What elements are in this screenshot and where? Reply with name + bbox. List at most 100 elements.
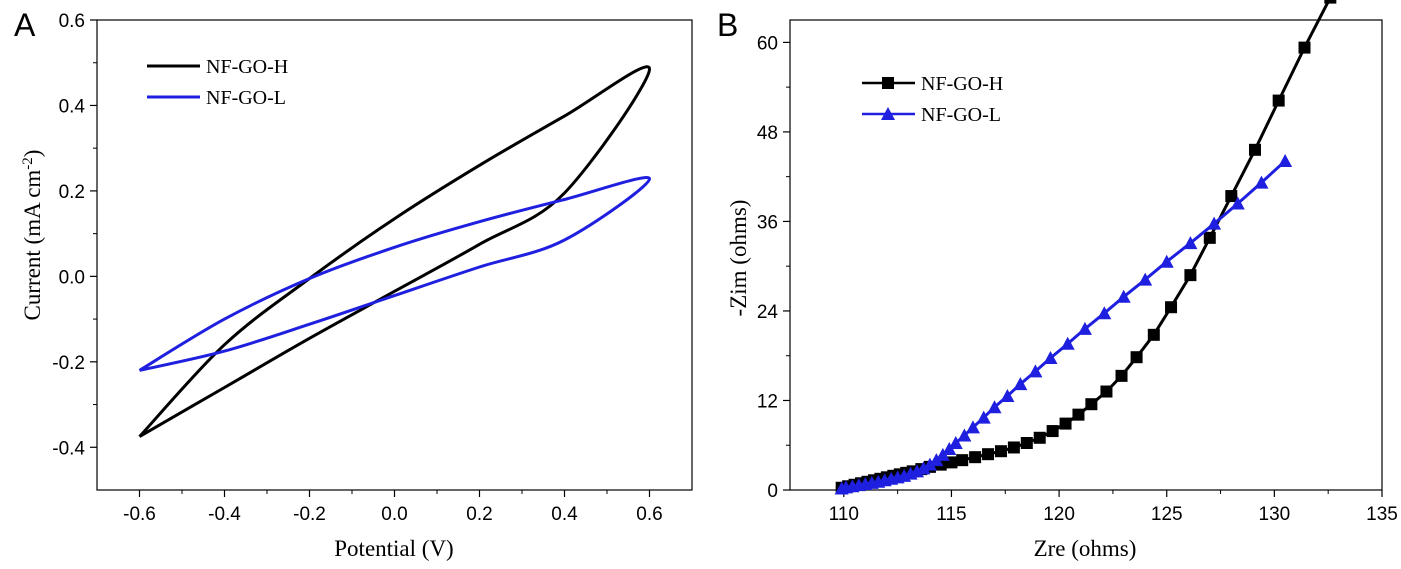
series-line-nf-go-l [841, 159, 1287, 490]
x-tick-label: 0.4 [551, 504, 578, 525]
x-tick-label: 110 [829, 504, 859, 525]
data-point-triangle [948, 436, 963, 449]
data-point-triangle [957, 428, 972, 442]
data-point-triangle [1043, 350, 1058, 364]
data-point-square [1203, 231, 1216, 244]
x-tick-label: 0.0 [381, 504, 407, 525]
series-nf-go-h [138, 65, 651, 438]
data-point-square [1130, 351, 1143, 364]
data-point-triangle [1138, 272, 1153, 286]
data-point-square [1272, 94, 1285, 107]
y-tick-label: 36 [757, 212, 778, 233]
legend-triangle-marker [881, 107, 895, 120]
panel-a-series [138, 65, 651, 438]
data-point-square [982, 448, 995, 461]
x-tick-label: 115 [936, 504, 966, 525]
data-point-square [1298, 41, 1311, 54]
panel-b-letter: B [717, 7, 738, 43]
panel-b-legend: NF-GO-H NF-GO-L [862, 73, 1003, 126]
panel-a-y-axis-title-end: ) [20, 150, 45, 158]
data-point-triangle [1159, 254, 1174, 268]
y-tick-label: 48 [757, 123, 778, 144]
panel-a-y-axis-title-sup: -2 [20, 157, 36, 170]
data-point-square [956, 454, 969, 467]
legend-label-nf-go-h: NF-GO-H [206, 56, 288, 78]
y-tick-label: 60 [757, 33, 778, 54]
data-point-triangle [976, 410, 991, 424]
data-point-square [1020, 437, 1033, 449]
series-nf-go-h [835, 0, 1337, 494]
data-point-square [1248, 143, 1261, 156]
series-line-nf-go-l [138, 176, 651, 372]
data-point-triangle [1077, 321, 1092, 335]
data-point-triangle [1230, 196, 1245, 210]
panel-b-series [834, 0, 1337, 495]
panel-b-plot-frame [789, 19, 1383, 491]
panel-b-x-axis: 110 115 120 125 130 135 [829, 490, 1398, 525]
series-nf-go-l [834, 154, 1293, 495]
y-tick-label: 0.6 [59, 11, 85, 32]
panel-a-legend: NF-GO-H NF-GO-L [147, 56, 288, 109]
panel-a-letter: A [14, 7, 36, 43]
series-line-nf-go-h [841, 0, 1331, 490]
panel-a-y-axis: -0.4 -0.2 0.0 0.2 0.4 0.6 [52, 11, 97, 459]
x-tick-label: -0.4 [208, 504, 241, 525]
y-tick-label: 0.4 [59, 96, 86, 117]
data-point-triangle [1254, 175, 1269, 189]
data-point-triangle [1278, 154, 1293, 167]
data-point-square [1100, 385, 1113, 398]
y-tick-label: 0 [767, 481, 778, 502]
x-tick-label: 0.2 [466, 504, 492, 525]
panel-a-chart: A -0.6 -0.4 -0.2 0.0 0.2 0.4 0.6 -0.4 -0.2 0.0 0.… [14, 7, 693, 561]
panel-a-y-axis-title: Current (mA cm-2) [20, 150, 45, 321]
legend-label-nf-go-l: NF-GO-L [921, 104, 1001, 126]
series-line-nf-go-h [138, 65, 651, 438]
data-point-triangle [1116, 289, 1131, 303]
legend-square-marker [882, 77, 894, 89]
data-point-triangle [1013, 377, 1028, 391]
data-point-triangle [1183, 236, 1198, 250]
y-tick-label: 0.2 [59, 182, 85, 203]
data-point-square [1059, 417, 1072, 430]
data-point-triangle [1000, 389, 1015, 402]
legend-label-nf-go-l: NF-GO-L [206, 87, 286, 109]
data-point-triangle [1097, 306, 1112, 320]
y-tick-label: 12 [757, 391, 778, 412]
x-tick-label: 120 [1043, 504, 1075, 525]
data-point-square [969, 451, 982, 464]
data-point-triangle [1060, 336, 1075, 350]
data-point-square [1007, 441, 1020, 454]
y-tick-label: 24 [757, 302, 779, 323]
x-tick-label: -0.6 [123, 504, 156, 525]
x-tick-label: 130 [1259, 504, 1291, 525]
panel-b-x-axis-title: Zre (ohms) [1034, 536, 1137, 561]
data-point-square [1115, 369, 1128, 382]
data-point-square [994, 445, 1007, 458]
data-point-triangle [965, 420, 980, 434]
data-point-triangle [922, 457, 937, 471]
panel-a-y-axis-title-main: Current (mA cm [20, 170, 45, 321]
data-point-square [1147, 328, 1160, 341]
legend-label-nf-go-h: NF-GO-H [921, 73, 1003, 95]
panel-b-y-axis-title: -Zim (ohms) [726, 200, 751, 317]
panel-a-x-axis-title: Potential (V) [334, 536, 453, 561]
data-point-square [1165, 301, 1178, 314]
y-tick-label: -0.2 [52, 353, 85, 374]
x-tick-label: 0.6 [636, 504, 662, 525]
y-tick-label: -0.4 [52, 438, 85, 459]
data-point-triangle [1207, 216, 1222, 230]
y-tick-label: 0.0 [59, 267, 85, 288]
panel-b-y-axis: 0 12 24 36 48 60 [757, 33, 790, 502]
data-point-square [1184, 269, 1197, 282]
x-tick-label: 125 [1151, 504, 1183, 525]
data-point-square [1033, 431, 1046, 444]
data-point-square [1225, 190, 1238, 203]
data-point-triangle [929, 453, 944, 467]
panel-b-chart: B 110 115 120 125 130 135 0 12 24 36 48 60 Zre (oh… [717, 0, 1398, 561]
data-point-triangle [1028, 364, 1043, 378]
x-tick-label: 135 [1366, 504, 1398, 525]
x-tick-label: -0.2 [293, 504, 326, 525]
data-point-square [1085, 398, 1098, 411]
data-point-triangle [987, 400, 1002, 414]
